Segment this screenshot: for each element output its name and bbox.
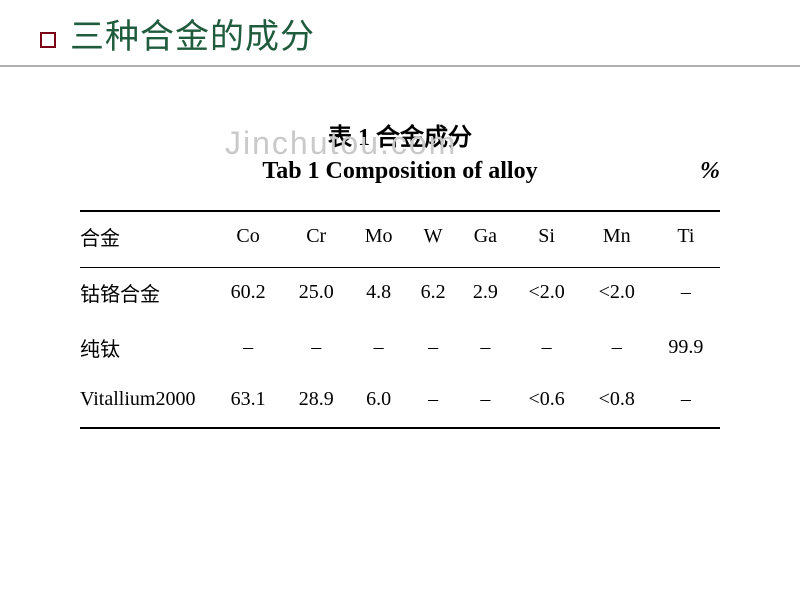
slide-title: 三种合金的成分	[40, 18, 800, 59]
table-row: 钴铬合金 60.2 25.0 4.8 6.2 2.9 <2.0 <2.0 –	[80, 267, 720, 323]
table-cell: 28.9	[282, 378, 350, 428]
table-cell: –	[407, 378, 459, 428]
row-name: Vitallium2000	[80, 378, 214, 428]
table-header-cell: Mn	[582, 211, 652, 268]
title-bar: 三种合金的成分	[0, 0, 800, 67]
table-cell: –	[214, 323, 282, 378]
table-header-cell: Ga	[459, 211, 511, 268]
row-name: 钴铬合金	[80, 267, 214, 323]
table-cell: <0.6	[512, 378, 582, 428]
table-cell: 63.1	[214, 378, 282, 428]
table-cell: –	[459, 323, 511, 378]
bullet-icon	[40, 32, 56, 48]
caption-en-row: Tab 1 Composition of alloy %	[80, 158, 720, 192]
table-header-cell: Ti	[652, 211, 720, 268]
table-cell: 6.2	[407, 267, 459, 323]
table-cell: 6.0	[350, 378, 407, 428]
alloy-table: 合金 Co Cr Mo W Ga Si Mn Ti 钴铬合金 60.2 25.0…	[80, 210, 720, 429]
table-header-cell: 合金	[80, 211, 214, 268]
table-header-cell: Cr	[282, 211, 350, 268]
table-header-cell: Si	[512, 211, 582, 268]
content-area: Jinchutou.com 表 1 合金成分 Tab 1 Composition…	[0, 67, 800, 429]
table-header-row: 合金 Co Cr Mo W Ga Si Mn Ti	[80, 211, 720, 268]
table-cell: <2.0	[512, 267, 582, 323]
table-cell: <0.8	[582, 378, 652, 428]
caption-en: Tab 1 Composition of alloy	[262, 158, 537, 184]
table-cell: –	[512, 323, 582, 378]
table-cell: –	[407, 323, 459, 378]
table-header-cell: Co	[214, 211, 282, 268]
table-cell: <2.0	[582, 267, 652, 323]
table-cell: 60.2	[214, 267, 282, 323]
table-cell: 2.9	[459, 267, 511, 323]
slide-title-text: 三种合金的成分	[70, 19, 315, 56]
table-cell: –	[459, 378, 511, 428]
row-name: 纯钛	[80, 323, 214, 378]
table-cell: –	[652, 378, 720, 428]
table-header-cell: W	[407, 211, 459, 268]
table-cell: –	[282, 323, 350, 378]
caption-group: Jinchutou.com 表 1 合金成分 Tab 1 Composition…	[80, 117, 720, 192]
table-row: Vitallium2000 63.1 28.9 6.0 – – <0.6 <0.…	[80, 378, 720, 428]
caption-cn: 表 1 合金成分	[80, 117, 720, 152]
table-cell: –	[350, 323, 407, 378]
table-row: 纯钛 – – – – – – – 99.9	[80, 323, 720, 378]
table-header-cell: Mo	[350, 211, 407, 268]
table-cell: –	[582, 323, 652, 378]
caption-unit: %	[700, 158, 720, 185]
table-cell: 25.0	[282, 267, 350, 323]
table-cell: –	[652, 267, 720, 323]
slide: 三种合金的成分 Jinchutou.com 表 1 合金成分 Tab 1 Com…	[0, 0, 800, 600]
table-cell: 4.8	[350, 267, 407, 323]
table-cell: 99.9	[652, 323, 720, 378]
